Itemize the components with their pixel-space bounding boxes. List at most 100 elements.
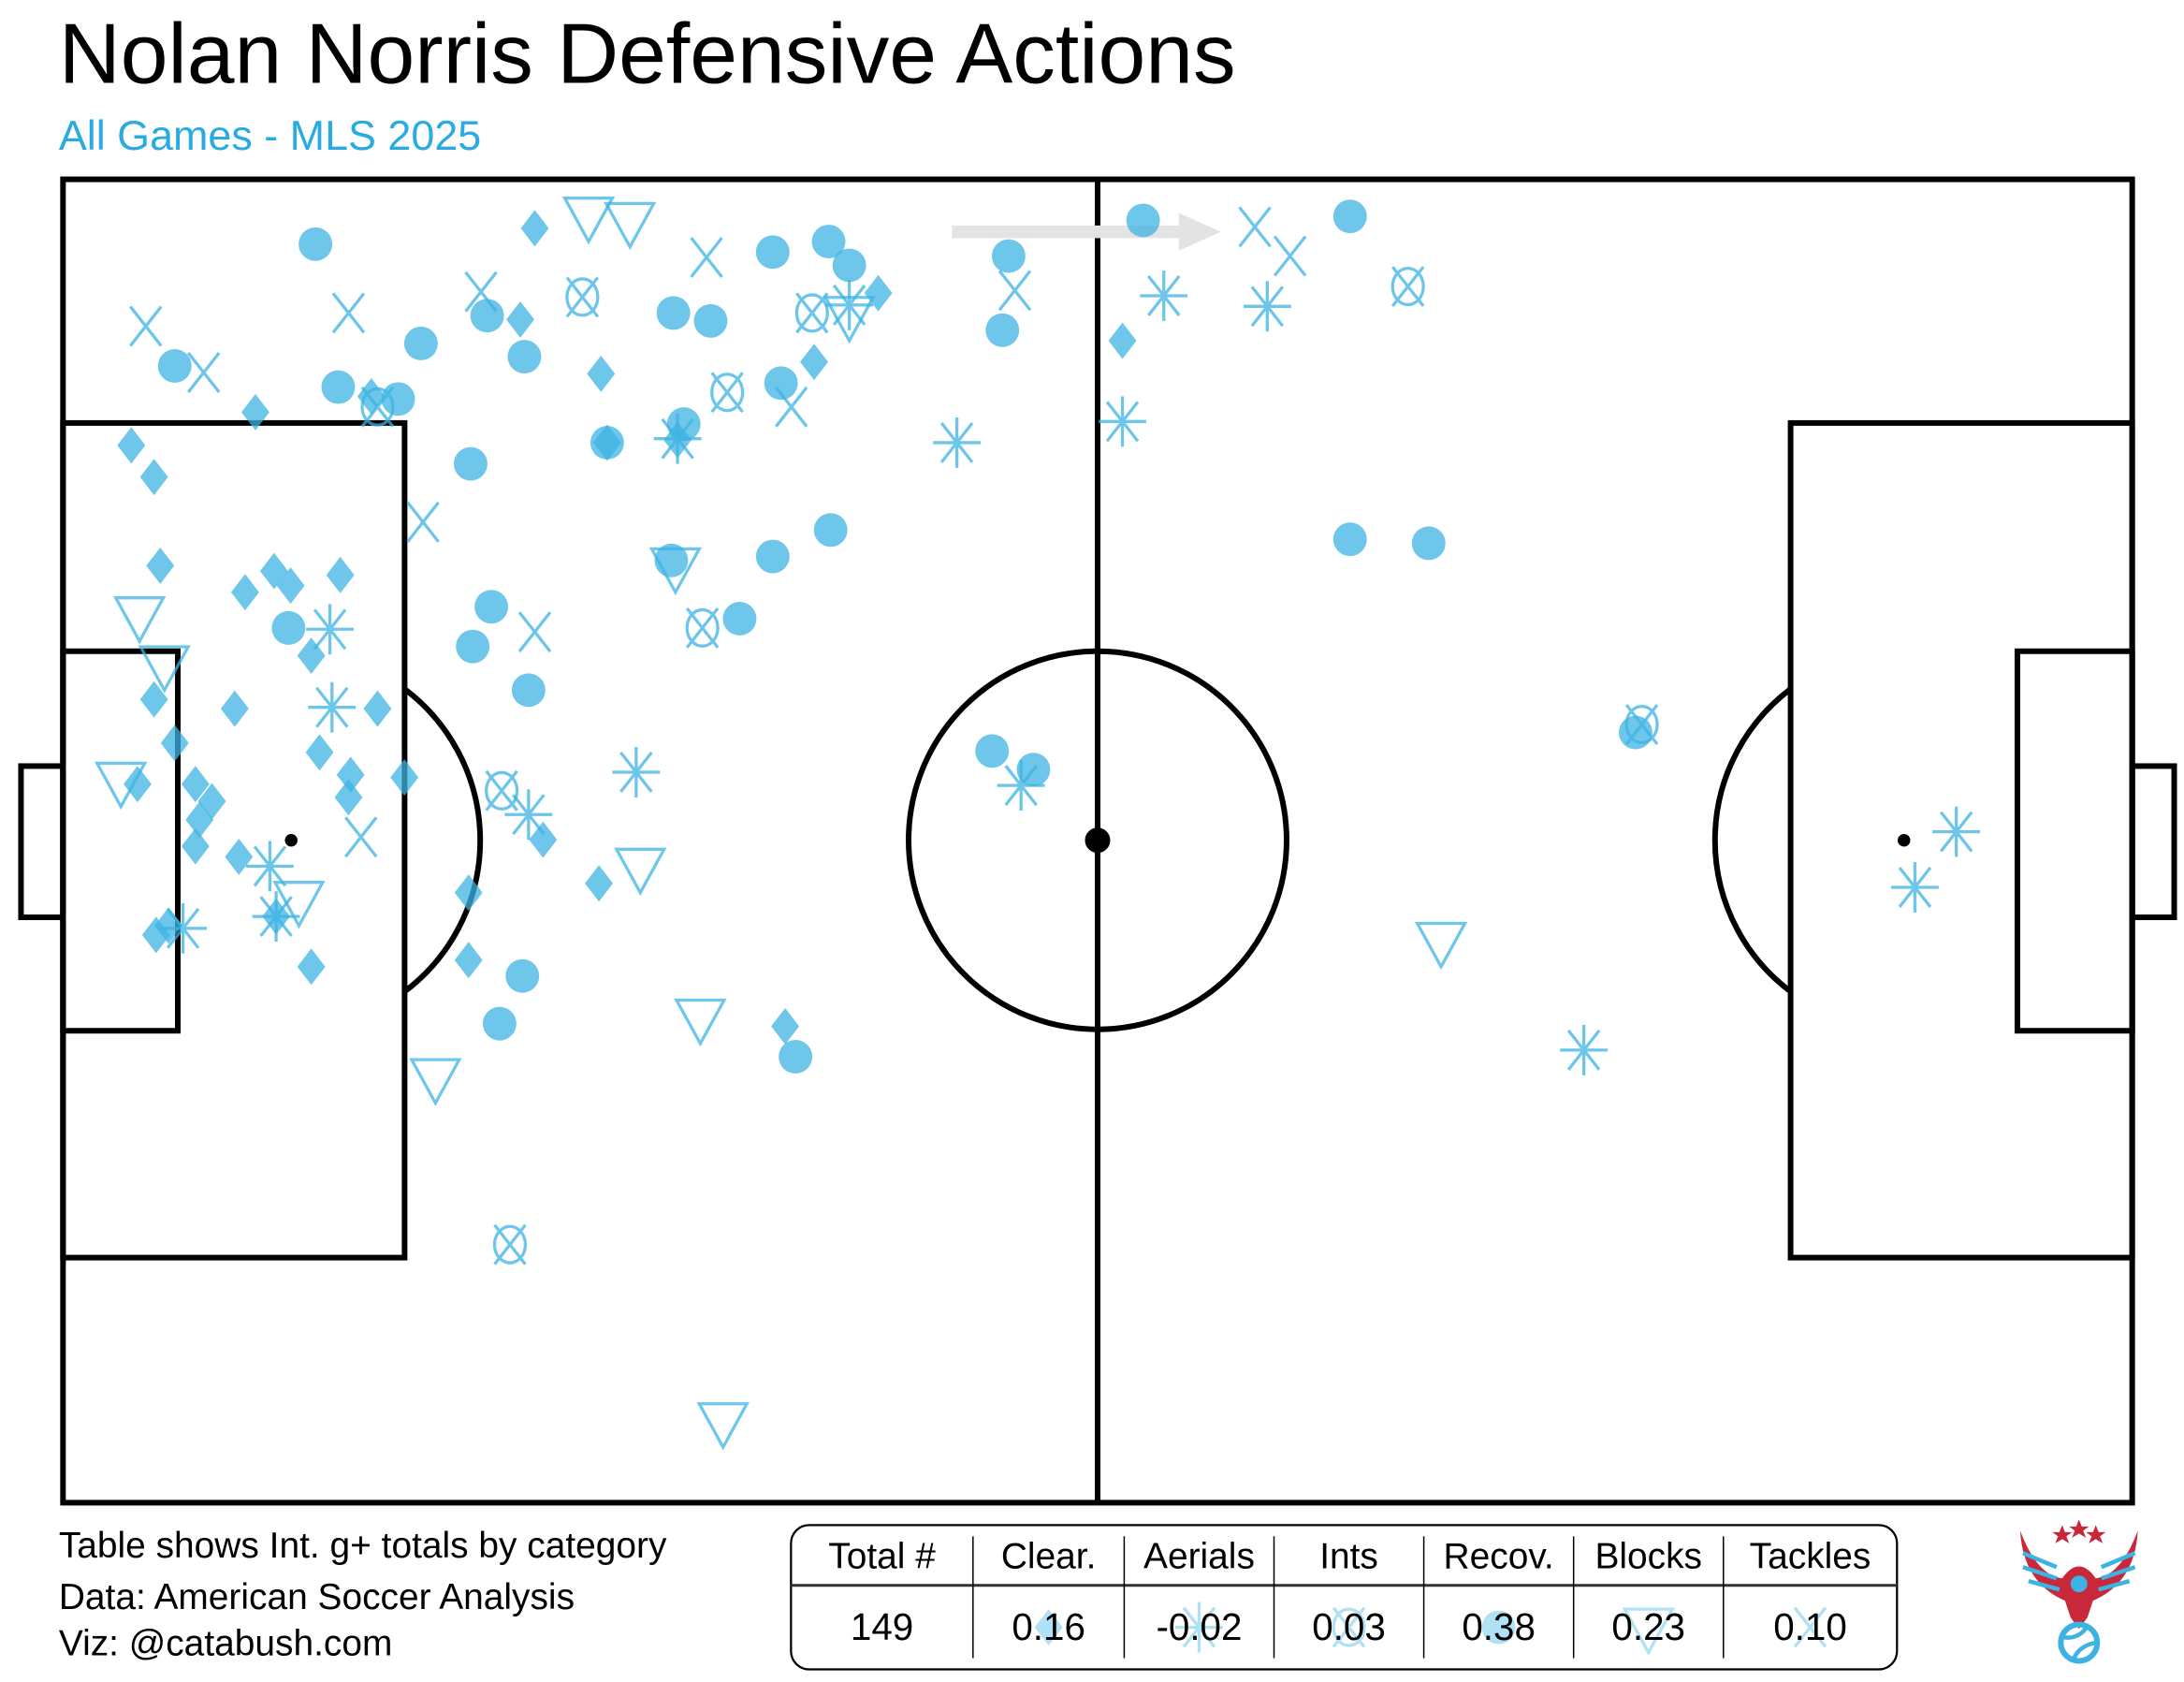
left-penalty-box: [60, 419, 408, 1261]
clearances-point: [800, 344, 828, 381]
interceptions-point: [492, 1223, 528, 1265]
aerials-point: [159, 902, 208, 954]
recoveries-point: [507, 340, 542, 373]
table-header: Total #: [828, 1537, 936, 1577]
clearances-point: [1108, 322, 1137, 359]
aerials-point: [252, 891, 300, 943]
aerials-point: [825, 279, 874, 330]
table-legend-circle-x-icon: [1332, 1606, 1366, 1648]
recoveries-point: [470, 299, 504, 333]
recoveries-point: [505, 958, 540, 993]
aerials-point: [1140, 271, 1188, 321]
recoveries-point: [590, 425, 624, 460]
clearances-point: [585, 865, 614, 902]
recoveries-point: [511, 673, 546, 708]
tackles-point: [129, 305, 163, 347]
recoveries-point: [403, 326, 438, 360]
tackles-point: [774, 386, 808, 428]
right-penalty-spot: [1898, 834, 1911, 847]
recoveries-point: [482, 1006, 517, 1041]
series-aerials: [159, 271, 1981, 1075]
recoveries-point: [1618, 715, 1653, 750]
table-legend-circle-icon: [1481, 1610, 1516, 1645]
blocks-point: [138, 645, 191, 694]
clearances-point: [326, 556, 355, 593]
recoveries-point: [693, 303, 728, 338]
clearances-point: [160, 724, 189, 762]
recoveries-point: [454, 446, 488, 481]
interceptions-point: [565, 276, 600, 318]
recoveries-point: [321, 370, 356, 404]
interceptions-point: [1390, 266, 1425, 308]
interceptions-point: [710, 372, 745, 414]
blocks-point: [112, 596, 167, 645]
clearances-point: [587, 355, 616, 392]
clearances-point: [241, 393, 269, 431]
clearances-point: [117, 427, 146, 464]
blocks-point: [823, 296, 876, 344]
right-penalty-arc: [1711, 686, 1793, 994]
table-value: 0.10: [1773, 1605, 1847, 1648]
clearances-point: [771, 1007, 800, 1045]
left-penalty-arc: [402, 686, 484, 994]
tackles-point: [517, 611, 552, 653]
series-clearances: [117, 210, 1137, 1045]
recoveries-point: [755, 235, 790, 270]
series-blocks: [95, 197, 1468, 1451]
recoveries-point: [1126, 203, 1160, 238]
aerials-point: [1243, 281, 1291, 332]
recoveries-point: [1332, 522, 1367, 557]
recoveries-point: [813, 513, 848, 548]
recoveries-point: [811, 225, 846, 258]
table-value: 0.16: [1012, 1605, 1085, 1648]
aerials-point: [308, 681, 357, 733]
interceptions-point: [794, 292, 829, 334]
blocks-point: [272, 881, 326, 929]
aerials-point: [933, 417, 982, 468]
clearances-point: [454, 942, 483, 979]
recoveries-point: [779, 1040, 813, 1074]
right-six-yard-box: [2014, 648, 2135, 1034]
clearances-point: [363, 690, 392, 727]
series-interceptions: [360, 266, 1659, 1265]
tackles-point: [1238, 206, 1272, 248]
tackles-point: [1273, 235, 1307, 277]
right-goal: [2129, 763, 2177, 921]
recoveries-point: [298, 227, 333, 261]
tackles-point: [997, 270, 1032, 312]
table-header: Aerials: [1143, 1537, 1255, 1577]
table-header: Ints: [1319, 1537, 1378, 1577]
clearances-point: [181, 827, 210, 865]
recoveries-point: [666, 407, 701, 442]
tackles-point: [186, 352, 221, 393]
blocks-point: [409, 1058, 462, 1106]
clearances-point: [181, 766, 210, 803]
blocks-point: [1414, 921, 1468, 971]
blocks-point: [561, 197, 616, 245]
recoveries-point: [755, 539, 790, 574]
table-legend-x-icon: [1793, 1606, 1827, 1648]
clearances-point: [225, 839, 254, 875]
table-value: 0.38: [1462, 1605, 1536, 1648]
aerials-point: [1099, 396, 1146, 447]
clearances-point: [506, 300, 534, 338]
table-header: Recov.: [1444, 1537, 1554, 1577]
clearances-point: [520, 210, 549, 247]
footer-source: Data: American Soccer Analysis: [59, 1577, 575, 1617]
tackles-point: [464, 271, 498, 313]
center-circle: [906, 648, 1289, 1032]
left-goal: [18, 763, 66, 921]
recoveries-point: [1016, 753, 1051, 787]
blocks-point: [604, 201, 657, 251]
interceptions-point: [485, 769, 519, 812]
clearances-point: [230, 574, 259, 611]
tackles-point: [331, 292, 366, 334]
table-header: Blocks: [1594, 1537, 1702, 1577]
recoveries-point: [722, 602, 757, 636]
aerials-point: [612, 747, 661, 797]
footer-note: Table shows Int. g+ totals by category: [59, 1526, 667, 1566]
aerials-point: [1932, 806, 1981, 857]
blocks-point: [696, 1402, 750, 1451]
clearances-point: [529, 821, 558, 858]
table-legend-triangle-down-icon: [1622, 1607, 1675, 1656]
